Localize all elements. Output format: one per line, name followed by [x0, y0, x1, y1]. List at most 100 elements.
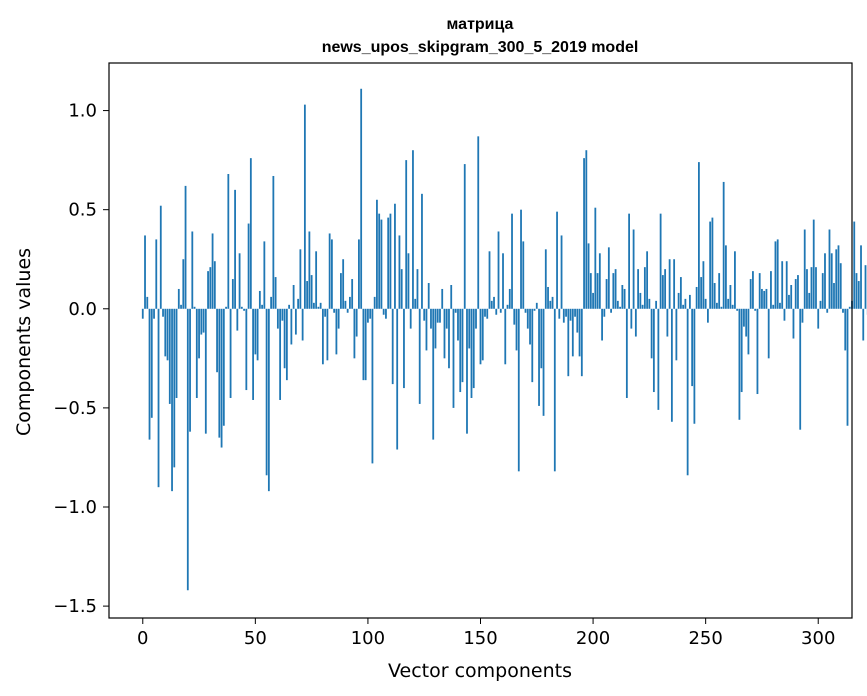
bar — [646, 251, 649, 309]
bar — [263, 241, 266, 309]
bar — [806, 269, 808, 309]
bar — [231, 279, 234, 309]
bar — [677, 292, 680, 309]
bar — [531, 308, 534, 383]
bar — [445, 308, 448, 329]
bar — [281, 308, 284, 321]
bar — [720, 306, 723, 309]
bar — [607, 247, 610, 309]
bar — [333, 308, 336, 313]
chart-title: матрица — [447, 16, 514, 33]
bar — [258, 290, 261, 309]
bar — [238, 253, 241, 309]
bar — [364, 308, 367, 381]
bar — [315, 251, 318, 309]
bar — [675, 308, 678, 361]
bar — [844, 308, 847, 351]
bar — [157, 308, 160, 488]
bar — [515, 308, 518, 351]
bar — [864, 265, 867, 309]
bars-group — [141, 88, 867, 591]
bar — [497, 231, 500, 309]
bar — [297, 298, 300, 309]
bar — [792, 308, 795, 339]
bar — [274, 277, 277, 309]
bar — [204, 308, 207, 434]
bar — [342, 259, 345, 309]
bar — [592, 292, 594, 309]
bar — [321, 308, 324, 365]
bar — [155, 239, 158, 309]
bar — [526, 308, 529, 329]
bar — [200, 308, 203, 335]
bar — [389, 213, 392, 309]
bar — [544, 249, 547, 309]
bar — [466, 308, 468, 434]
bar — [421, 193, 423, 309]
bar — [261, 304, 263, 309]
bar — [283, 308, 286, 369]
bar — [855, 273, 858, 309]
y-tick-label: −1.5 — [53, 596, 97, 617]
bar — [353, 308, 356, 359]
bar — [245, 308, 248, 391]
bar — [211, 233, 214, 309]
bar — [299, 249, 302, 309]
bar — [722, 181, 725, 309]
bar — [698, 162, 700, 309]
bar — [736, 308, 739, 311]
x-tick-label: 200 — [576, 628, 610, 649]
bar — [562, 308, 565, 323]
bar — [797, 275, 799, 309]
bar — [580, 308, 583, 377]
bar — [643, 267, 646, 309]
bar — [337, 308, 340, 329]
bar — [567, 308, 570, 377]
bar — [725, 245, 727, 309]
bar — [294, 308, 297, 335]
x-tick-label: 300 — [801, 628, 835, 649]
bar — [731, 304, 734, 309]
bar — [634, 308, 637, 337]
bar — [267, 308, 270, 492]
bar — [380, 219, 383, 309]
bar — [290, 308, 293, 345]
bar — [236, 308, 239, 331]
bar — [637, 269, 640, 309]
bar — [207, 271, 209, 309]
bar — [835, 249, 838, 309]
bar — [436, 308, 439, 323]
bar — [815, 267, 817, 309]
bar — [499, 308, 502, 313]
bar — [385, 308, 387, 319]
bar — [310, 275, 313, 309]
y-axis-label: Components values — [13, 248, 35, 436]
bar — [639, 292, 642, 309]
y-tick-label: 0.5 — [68, 200, 97, 221]
bar — [358, 239, 360, 309]
bar — [788, 294, 790, 309]
bar — [596, 273, 599, 309]
bar — [159, 205, 162, 309]
bar — [504, 308, 507, 365]
bar — [349, 296, 351, 309]
bar — [688, 294, 691, 309]
bar — [826, 308, 829, 313]
bar — [220, 308, 223, 448]
bar — [616, 300, 619, 309]
bar — [376, 199, 378, 309]
bar — [475, 308, 477, 329]
bar — [661, 275, 664, 309]
bar — [249, 158, 252, 309]
bar — [808, 292, 811, 309]
bar — [502, 253, 504, 309]
bar — [276, 308, 279, 329]
bar — [382, 308, 385, 315]
bar — [655, 300, 658, 309]
bar — [601, 308, 603, 341]
bar — [335, 308, 338, 355]
bar — [529, 308, 531, 345]
bar — [749, 279, 752, 309]
bar — [450, 285, 453, 309]
